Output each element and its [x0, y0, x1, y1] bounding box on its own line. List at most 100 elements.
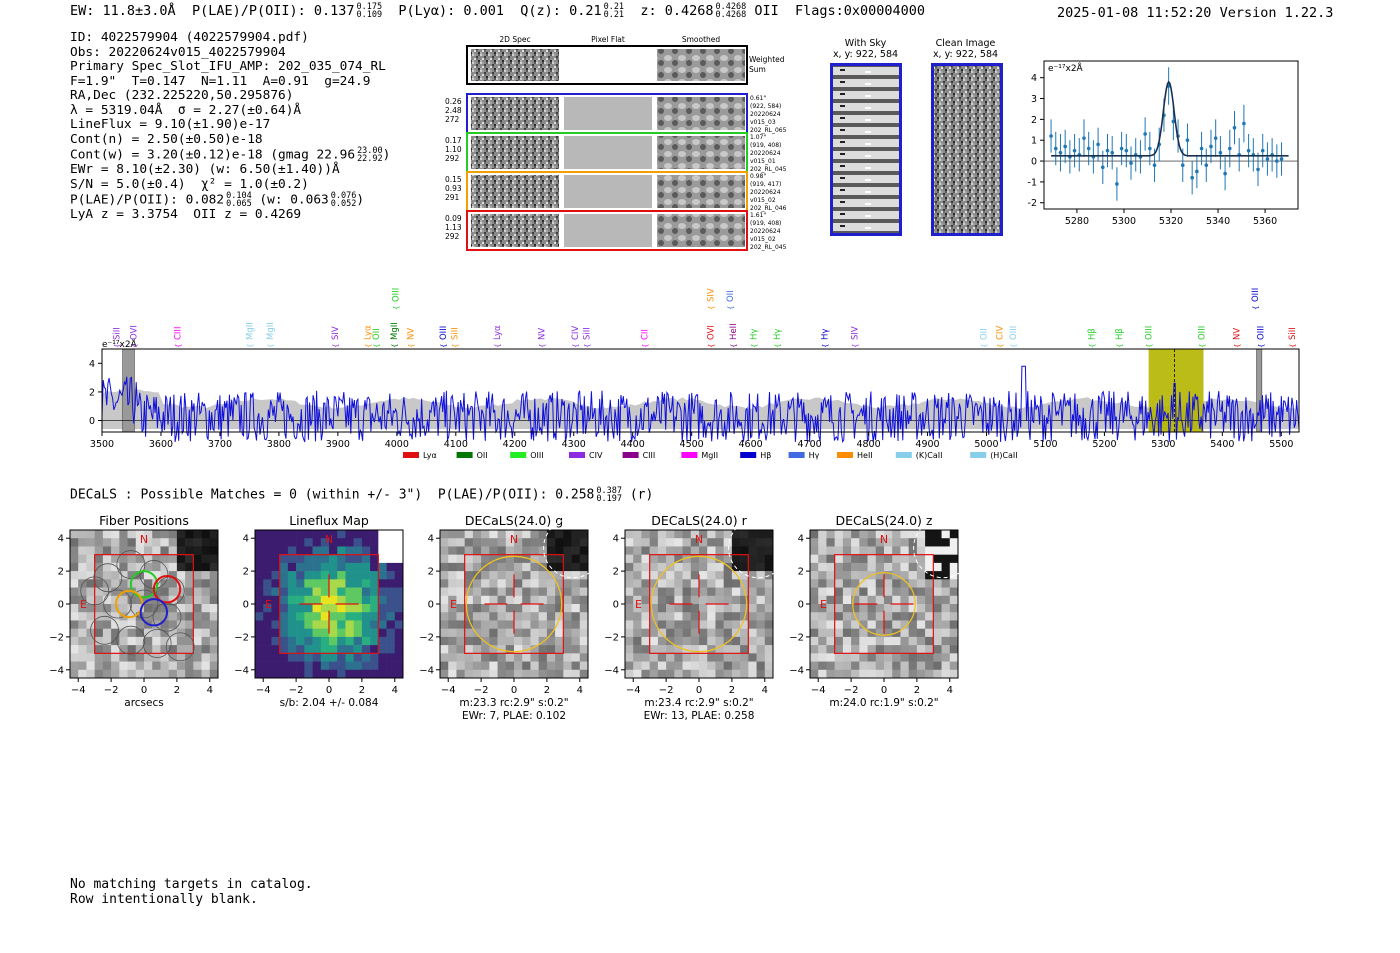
image-pixel — [682, 530, 692, 539]
map-pixel — [329, 645, 338, 654]
image-pixel — [472, 653, 482, 662]
image-pixel — [176, 554, 186, 564]
map-pixel — [296, 562, 305, 572]
image-pixel — [875, 530, 885, 539]
image-pixel — [546, 653, 556, 662]
image-pixel — [102, 604, 112, 613]
image-pixel — [579, 628, 589, 638]
image-pixel — [94, 579, 104, 588]
image-pixel — [144, 612, 153, 621]
spec-xtick-label: 4100 — [444, 439, 468, 450]
image-pixel — [925, 546, 934, 555]
image-pixel — [579, 587, 589, 597]
map-pixel — [312, 620, 322, 629]
image-pixel — [851, 653, 860, 662]
image-pixel — [135, 628, 145, 638]
map-pixel — [337, 562, 346, 572]
image-pixel — [674, 587, 683, 597]
decals-caption: s/b: 2.04 +/- 0.084 — [280, 697, 379, 709]
image-pixel — [464, 587, 474, 597]
decals-caption-2: EWr: 13, PLAE: 0.258 — [644, 710, 755, 722]
image-pixel — [834, 554, 844, 564]
image-pixel — [119, 661, 128, 671]
image-pixel — [152, 530, 161, 539]
image-pixel — [657, 587, 667, 597]
image-pixel — [209, 669, 219, 679]
decals-ytick-label: −4 — [49, 665, 64, 676]
map-pixel — [337, 587, 346, 597]
image-pixel — [699, 530, 708, 539]
image-pixel — [111, 645, 120, 654]
image-pixel — [657, 612, 667, 621]
image-pixel — [514, 604, 523, 613]
map-pixel — [255, 546, 264, 555]
image-pixel — [440, 562, 449, 572]
image-pixel — [546, 636, 556, 646]
image-pixel — [456, 661, 465, 671]
map-pixel — [279, 587, 289, 597]
image-pixel — [555, 562, 564, 572]
map-pixel — [287, 538, 297, 547]
spec-feature-bracket: { — [393, 306, 401, 310]
spec-feature-bracket: { — [1258, 344, 1266, 348]
map-pixel — [394, 587, 404, 597]
spec-feature-label: OVI — [707, 325, 717, 340]
spec-xtick-label: 4800 — [856, 439, 880, 450]
map-pixel — [271, 579, 280, 588]
map-pixel — [287, 562, 297, 572]
image-pixel — [674, 636, 683, 646]
image-pixel — [649, 612, 659, 621]
image-pixel — [448, 669, 457, 679]
image-pixel — [884, 546, 893, 555]
decals-ytick-label: 0 — [798, 600, 804, 611]
image-pixel — [472, 554, 482, 564]
spec-xtick-label: 5100 — [1033, 439, 1057, 450]
image-pixel — [892, 562, 901, 572]
image-pixel — [505, 538, 515, 547]
image-pixel — [625, 546, 634, 555]
image-pixel — [193, 661, 202, 671]
map-pixel — [287, 587, 297, 597]
decals-caption: arcsecs — [124, 697, 163, 709]
map-pixel — [312, 579, 322, 588]
header-bar: EW: 11.8±3.0Å P(LAE)/P(OII): 0.137 0.175 0… — [70, 3, 925, 20]
image-pixel — [657, 546, 667, 555]
image-pixel — [859, 620, 868, 629]
image-pixel — [851, 579, 860, 588]
image-pixel — [514, 661, 523, 671]
image-pixel — [78, 628, 87, 638]
image-pixel — [538, 587, 548, 597]
image-pixel — [201, 571, 211, 580]
map-pixel — [304, 604, 313, 613]
image-pixel — [633, 669, 642, 679]
image-pixel — [699, 653, 708, 662]
image-pixel — [571, 538, 581, 547]
map-pixel — [378, 554, 387, 564]
image-pixel — [514, 571, 523, 580]
decals-xtick-label: 0 — [141, 685, 147, 696]
image-pixel — [633, 554, 642, 564]
spec-feature-label: NV — [537, 328, 547, 340]
map-pixel — [312, 571, 322, 580]
image-pixel — [209, 579, 219, 588]
image-pixel — [690, 612, 700, 621]
spec-feature-label: SiII — [451, 327, 461, 340]
cutout-left-label: 272 — [445, 115, 460, 124]
image-pixel — [884, 554, 893, 564]
map-pixel — [271, 546, 280, 555]
image-pixel — [810, 595, 819, 605]
image-pixel — [497, 538, 507, 547]
image-pixel — [715, 669, 724, 679]
map-pixel — [304, 612, 313, 621]
spec-feature-label: SiII — [113, 327, 123, 340]
image-pixel — [707, 595, 716, 605]
image-pixel — [674, 562, 683, 572]
image-pixel — [810, 645, 819, 654]
image-pixel — [699, 636, 708, 646]
spec-legend-swatch — [622, 452, 639, 458]
image-pixel — [674, 546, 683, 555]
image-pixel — [193, 538, 202, 547]
image-pixel — [555, 612, 564, 621]
image-pixel — [538, 554, 548, 564]
image-pixel — [707, 636, 716, 646]
